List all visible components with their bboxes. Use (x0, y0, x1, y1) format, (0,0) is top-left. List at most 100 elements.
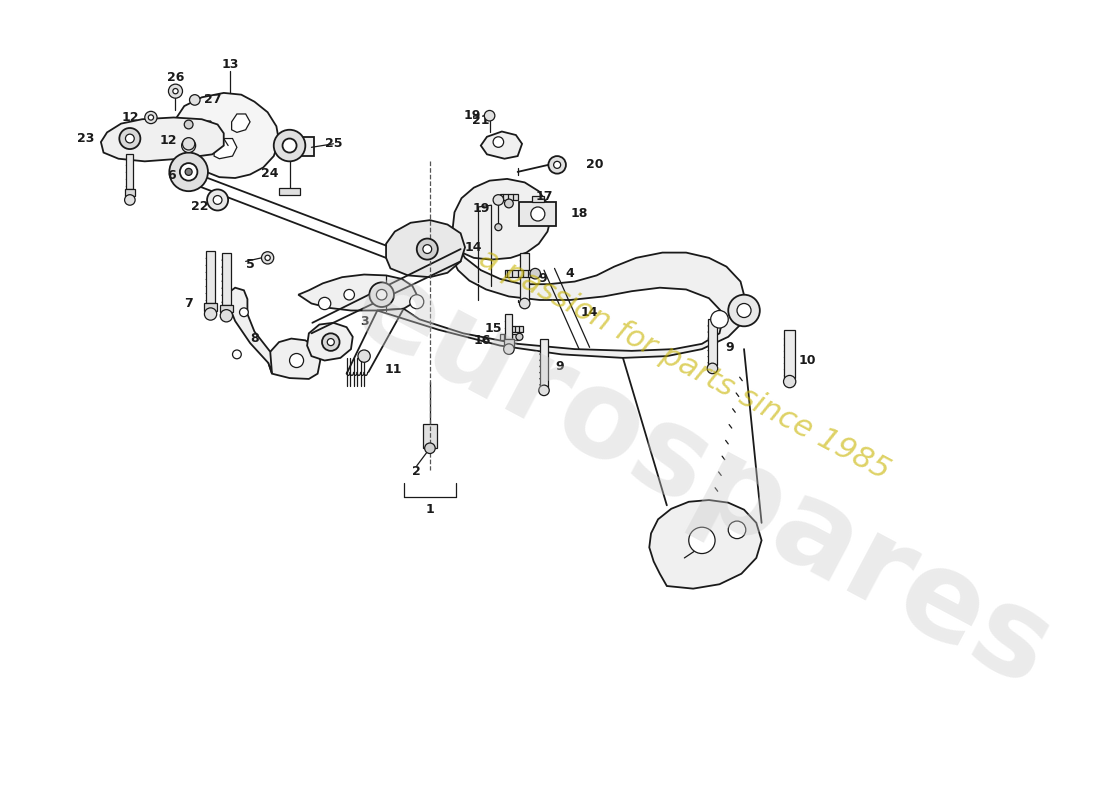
Polygon shape (101, 118, 223, 162)
Text: 22: 22 (191, 201, 209, 214)
Polygon shape (176, 93, 279, 178)
Circle shape (169, 153, 208, 191)
Circle shape (124, 194, 135, 206)
Text: 5: 5 (245, 258, 254, 270)
Bar (126, 154, 133, 190)
Circle shape (531, 207, 544, 221)
Polygon shape (232, 114, 250, 132)
Circle shape (728, 521, 746, 538)
Bar (507, 326, 522, 331)
Circle shape (220, 310, 232, 322)
Text: 6: 6 (167, 169, 176, 182)
Circle shape (495, 224, 502, 230)
Text: 8: 8 (250, 332, 258, 345)
Text: 3: 3 (360, 314, 368, 327)
Text: 14: 14 (465, 241, 483, 254)
Circle shape (530, 268, 540, 279)
Text: 25: 25 (324, 138, 342, 150)
Text: 14: 14 (581, 306, 598, 318)
Circle shape (125, 134, 134, 143)
Circle shape (265, 255, 271, 261)
Text: 4: 4 (565, 267, 574, 280)
Text: a passion for parts since 1985: a passion for parts since 1985 (474, 244, 894, 486)
Polygon shape (214, 138, 236, 158)
Text: 12: 12 (121, 111, 139, 124)
Text: 21: 21 (472, 114, 490, 127)
Circle shape (173, 89, 178, 94)
Circle shape (240, 308, 249, 317)
Circle shape (168, 84, 183, 98)
Circle shape (484, 110, 495, 121)
Text: 27: 27 (204, 94, 221, 106)
Text: 2: 2 (412, 466, 421, 478)
Bar (206, 251, 214, 303)
Bar (519, 202, 557, 226)
Circle shape (274, 130, 306, 162)
Text: 19: 19 (463, 110, 481, 122)
Circle shape (148, 115, 154, 120)
Text: 16: 16 (474, 334, 492, 347)
Text: 11: 11 (384, 362, 402, 376)
Text: 19: 19 (472, 202, 490, 215)
Text: 9: 9 (538, 273, 547, 286)
Bar (540, 338, 549, 387)
Circle shape (213, 195, 222, 204)
Circle shape (728, 294, 760, 326)
Circle shape (289, 354, 304, 367)
Bar (520, 253, 529, 300)
Circle shape (344, 290, 354, 300)
Text: 24: 24 (262, 167, 279, 180)
Circle shape (322, 334, 340, 351)
Bar (298, 137, 315, 156)
Circle shape (422, 245, 431, 254)
Circle shape (262, 252, 274, 264)
Circle shape (183, 138, 195, 150)
Circle shape (119, 128, 141, 149)
Circle shape (493, 194, 504, 206)
Circle shape (737, 303, 751, 318)
Circle shape (370, 282, 394, 307)
Text: 17: 17 (536, 190, 552, 203)
Polygon shape (307, 322, 353, 361)
Bar (505, 270, 536, 277)
Circle shape (205, 308, 217, 320)
Polygon shape (377, 179, 746, 358)
Circle shape (185, 120, 192, 129)
Circle shape (232, 350, 241, 358)
Text: 23: 23 (77, 132, 95, 145)
Circle shape (505, 199, 514, 208)
Circle shape (319, 298, 331, 310)
Circle shape (553, 162, 561, 168)
Circle shape (189, 94, 200, 105)
Circle shape (516, 334, 522, 340)
Text: 10: 10 (799, 354, 816, 367)
Bar (500, 194, 518, 200)
Bar (708, 319, 717, 365)
Bar (531, 197, 544, 202)
Circle shape (207, 190, 228, 210)
Circle shape (145, 111, 157, 124)
Text: eurospares: eurospares (333, 246, 1070, 712)
Text: 26: 26 (167, 70, 184, 84)
Text: 15: 15 (484, 322, 502, 334)
Polygon shape (649, 500, 761, 589)
Circle shape (539, 385, 549, 396)
Circle shape (180, 163, 197, 181)
Bar (505, 314, 513, 338)
Text: 12: 12 (160, 134, 177, 146)
Circle shape (328, 338, 334, 346)
Polygon shape (268, 338, 320, 379)
Circle shape (182, 138, 196, 153)
Text: 13: 13 (221, 58, 239, 71)
Text: 20: 20 (586, 158, 604, 171)
Circle shape (493, 137, 504, 147)
Circle shape (185, 168, 192, 175)
Bar (504, 338, 514, 346)
Circle shape (689, 527, 715, 554)
Polygon shape (228, 288, 272, 374)
Bar (205, 303, 217, 310)
Circle shape (707, 363, 717, 374)
Bar (784, 330, 795, 378)
Bar (422, 424, 437, 448)
Text: 1: 1 (426, 503, 434, 516)
